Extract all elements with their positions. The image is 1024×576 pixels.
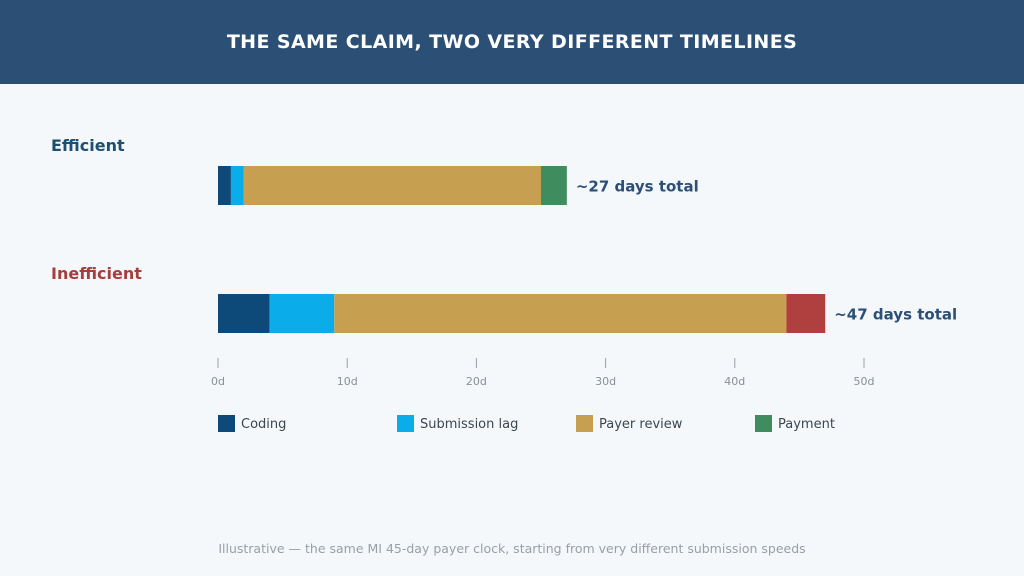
legend-swatch-coding [218, 415, 235, 432]
bar-segment-efficient-payer-review [243, 166, 541, 205]
bar-segment-efficient-submission-lag [230, 166, 244, 205]
legend-swatch-payer-review [576, 415, 593, 432]
bar-segment-inefficient-payment [786, 294, 826, 333]
footnote: Illustrative — the same MI 45-day payer … [218, 541, 806, 556]
x-tick-label: 40d [724, 375, 745, 388]
category-label-efficient: Efficient [51, 136, 125, 155]
bar-segment-efficient-payment [541, 166, 567, 205]
bar-segment-inefficient-submission-lag [269, 294, 335, 333]
legend-label-payment: Payment [778, 417, 835, 432]
x-tick-label: 50d [854, 375, 875, 388]
legend-label-payer-review: Payer review [599, 417, 683, 432]
header-banner: THE SAME CLAIM, TWO VERY DIFFERENT TIMEL… [0, 0, 1024, 84]
total-label-inefficient: ~47 days total [834, 306, 957, 324]
category-label-inefficient: Inefficient [51, 264, 142, 283]
bar-segment-inefficient-coding [218, 294, 270, 333]
x-tick-label: 0d [211, 375, 225, 388]
bar-segment-inefficient-payer-review [334, 294, 787, 333]
bar-segment-efficient-coding [218, 166, 231, 205]
legend-label-coding: Coding [241, 417, 286, 432]
legend-swatch-submission-lag [397, 415, 414, 432]
timeline-chart: Efficient ~27 days total Inefficient ~47 da… [51, 136, 957, 432]
x-tick-label: 10d [337, 375, 358, 388]
legend-label-submission-lag: Submission lag [420, 417, 518, 432]
x-tick-label: 30d [595, 375, 616, 388]
chart-title: THE SAME CLAIM, TWO VERY DIFFERENT TIMEL… [226, 31, 798, 53]
legend-swatch-payment [755, 415, 772, 432]
total-label-efficient: ~27 days total [576, 178, 699, 196]
x-tick-label: 20d [466, 375, 487, 388]
